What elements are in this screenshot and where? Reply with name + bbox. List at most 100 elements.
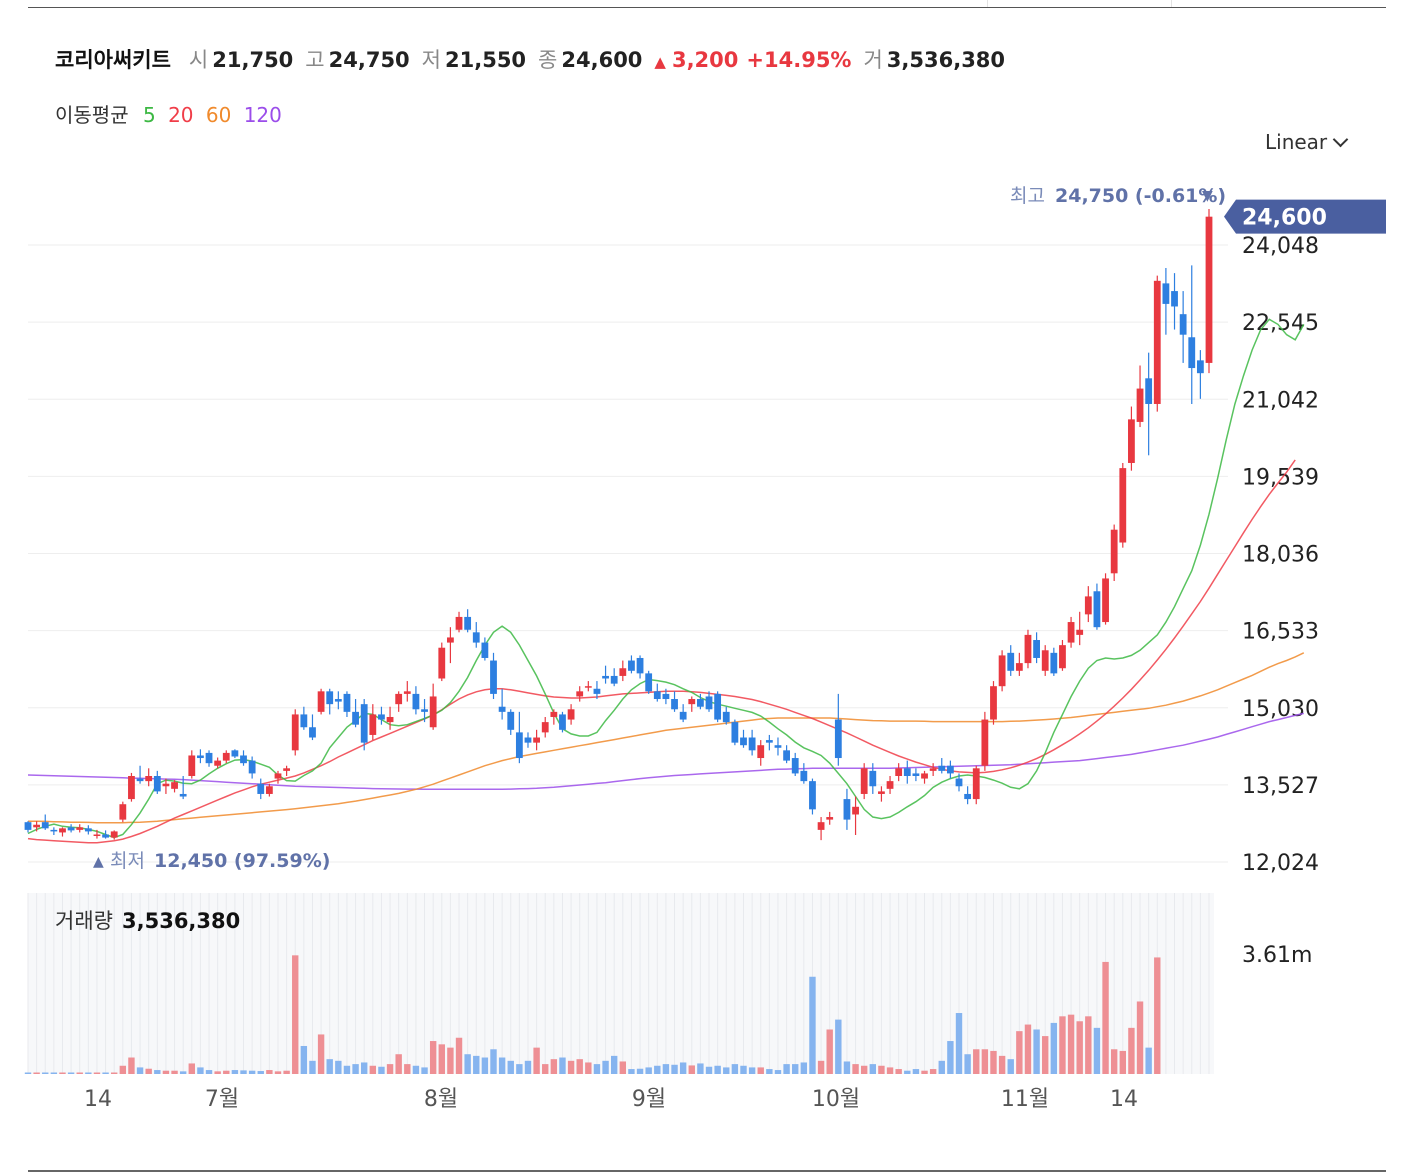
candle-body	[533, 737, 541, 743]
candle-body	[731, 722, 739, 743]
candle-body	[205, 752, 213, 764]
candle-body	[102, 834, 109, 838]
ma-legend-60[interactable]: 60	[205, 103, 232, 127]
candle-body	[128, 775, 135, 800]
y-tick-label: 13,527	[1242, 774, 1319, 799]
top-border	[28, 7, 1386, 8]
x-tick-label: 7월	[205, 1087, 239, 1112]
volume-bar	[757, 1067, 764, 1074]
candle-body	[593, 688, 601, 694]
change-percent: +14.95%	[746, 48, 852, 72]
volume-bar	[895, 1069, 902, 1074]
candle-body	[1041, 650, 1049, 671]
candle-body	[136, 778, 144, 782]
volume-bar	[1085, 1016, 1092, 1074]
volume-bar	[76, 1072, 83, 1074]
volume-bar	[964, 1054, 971, 1074]
volume-bar	[205, 1070, 213, 1074]
low-label: 저	[421, 48, 441, 72]
candle-body	[860, 768, 868, 794]
volume-label: 거래량	[55, 909, 113, 933]
ma-line-5	[27, 318, 1305, 839]
ma-legend-5[interactable]: 5	[142, 103, 156, 127]
volume-bar	[550, 1059, 558, 1074]
volume-bar	[585, 1062, 592, 1074]
ma-legend-120[interactable]: 120	[243, 103, 282, 127]
volume-bar	[24, 1072, 32, 1074]
volume-bar	[343, 1065, 351, 1074]
candle-body	[283, 768, 291, 771]
candle-body	[998, 655, 1006, 687]
low-annotation-label: 최저	[110, 850, 145, 872]
volume-bar	[248, 1070, 256, 1074]
ma-line-60	[28, 652, 1305, 824]
volume-bar	[869, 1064, 877, 1074]
candle-body	[326, 691, 334, 705]
volume-bar	[188, 1063, 195, 1074]
candle-body	[834, 719, 842, 759]
volume-bar	[860, 1065, 868, 1074]
volume-bar	[654, 1065, 661, 1074]
candle-body	[274, 773, 282, 779]
candle-body	[1179, 314, 1187, 335]
volume-bar	[1076, 1021, 1083, 1074]
volume-bar	[679, 1062, 687, 1074]
y-tick-label: 21,042	[1242, 388, 1319, 413]
candle-body	[1007, 652, 1015, 671]
volume-bar	[395, 1054, 402, 1074]
volume-bar	[300, 1045, 308, 1074]
candle-body	[1145, 378, 1153, 404]
candle-body	[576, 691, 584, 697]
candle-body	[1188, 337, 1196, 369]
volume-bar	[576, 1059, 583, 1074]
volume-value: 3,536,380	[122, 909, 240, 933]
candle-body	[1205, 216, 1213, 363]
candle-body	[93, 834, 101, 836]
candle-body	[1033, 640, 1040, 658]
quote-header: 코리아써키트 시 21,750 고 24,750 저 21,550 종 24,6…	[55, 44, 1017, 74]
volume-bar	[878, 1065, 885, 1074]
volume-bar	[947, 1041, 954, 1074]
candle-body	[334, 699, 342, 702]
candle-body	[843, 799, 851, 820]
high-value: 24,750	[328, 48, 410, 72]
candle-body	[740, 737, 747, 746]
candle-body	[498, 706, 506, 712]
volume-bar	[921, 1070, 928, 1074]
volume-bar	[645, 1067, 652, 1074]
volume-bar	[317, 1034, 325, 1074]
volume-axis-label: 3.61m	[1242, 943, 1312, 968]
candle-body	[1015, 663, 1023, 671]
volume-bar	[1067, 1014, 1075, 1074]
up-triangle-icon: ▲	[93, 854, 104, 870]
scale-dropdown[interactable]: Linear	[1265, 130, 1349, 154]
volume-bar	[705, 1066, 713, 1074]
ma-legend-label: 이동평균	[55, 103, 129, 127]
candle-body	[774, 745, 782, 748]
candle-body	[231, 750, 239, 757]
y-tick-label: 12,024	[1242, 851, 1319, 876]
candle-body	[800, 770, 808, 782]
volume-bar	[981, 1049, 989, 1074]
candle-body	[188, 755, 196, 776]
candle-body	[688, 699, 696, 705]
volume-bar	[817, 1060, 825, 1074]
low-value: 21,550	[445, 48, 527, 72]
ma-legend-20[interactable]: 20	[168, 103, 194, 127]
volume-bar	[274, 1071, 282, 1074]
volume-bar	[1007, 1059, 1014, 1074]
volume-bar	[145, 1068, 152, 1074]
volume-bar	[412, 1065, 420, 1074]
high-annotation-label: 최고	[1010, 185, 1045, 207]
volume-bar	[309, 1060, 316, 1074]
volume-bar	[136, 1067, 144, 1074]
change-value: 3,200	[671, 48, 739, 72]
volume-bar	[93, 1072, 101, 1074]
volume-bar	[688, 1065, 695, 1074]
stock-name: 코리아써키트	[55, 48, 171, 72]
candle-body	[584, 686, 592, 688]
y-tick-label: 24,048	[1242, 234, 1319, 259]
candle-body	[1171, 291, 1178, 307]
volume-bar	[714, 1065, 721, 1074]
